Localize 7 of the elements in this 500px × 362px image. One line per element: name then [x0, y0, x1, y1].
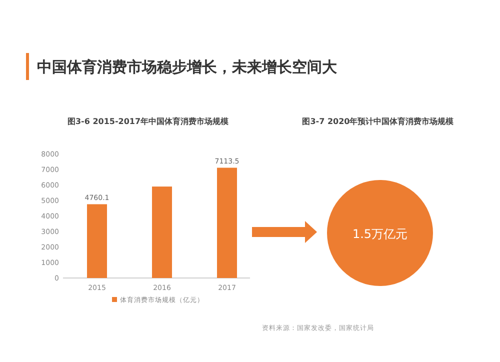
text: 图3-7 2020年预计中国体育消费市场规模: [302, 116, 455, 126]
chart-subtitle: 图3-6 2015-2017年中国体育消费市场规模: [67, 116, 230, 126]
bar: [152, 186, 172, 278]
bar: [217, 168, 237, 278]
text: 1.5万亿元: [352, 227, 408, 241]
chart-title: 中国体育消费市场稳步增长，未来增长空间大: [37, 58, 338, 76]
bar: [87, 204, 107, 278]
